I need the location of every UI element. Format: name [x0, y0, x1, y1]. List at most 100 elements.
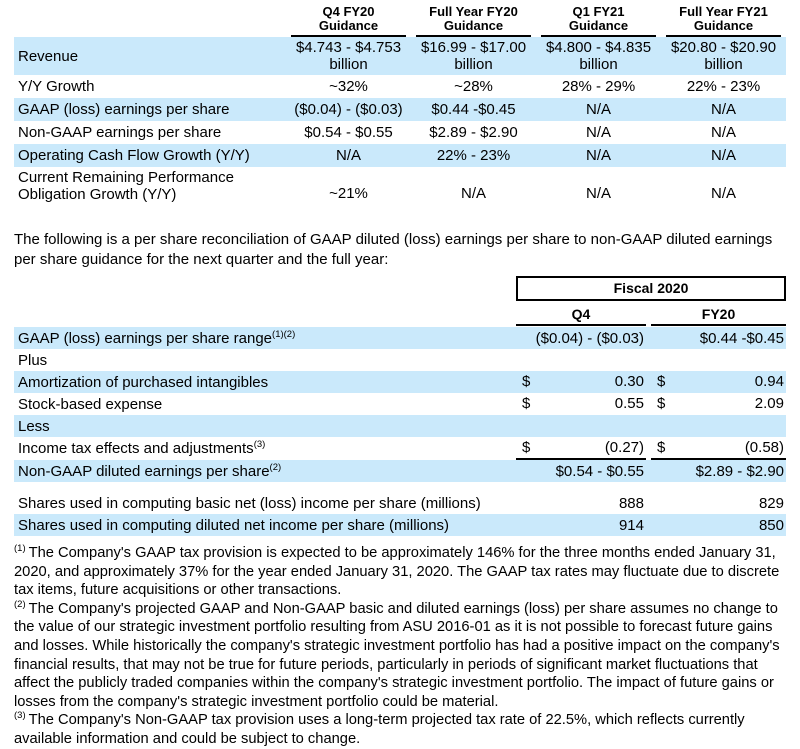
recon-column-header-row: Q4 FY20: [14, 305, 786, 327]
amount: 0.55: [614, 395, 644, 412]
cell-value-q4: $0.30: [516, 371, 646, 393]
row-label: Shares used in computing diluted net inc…: [18, 516, 450, 534]
cell-value-q4: $ (0.27): [516, 437, 646, 460]
reconciliation-table: Fiscal 2020 Q4 FY20 GAAP (loss) earnings…: [14, 276, 786, 536]
guidance-row-operating-cash-flow: Operating Cash Flow Growth (Y/Y) N/A 22%…: [14, 144, 786, 167]
currency-symbol: $: [657, 439, 666, 456]
cell-value: N/A: [710, 147, 736, 164]
recon-row-gaap-range: GAAP (loss) earnings per share range(1)(…: [14, 327, 786, 349]
cell-value-fy20: $0.94: [651, 371, 786, 393]
row-label: Operating Cash Flow Growth (Y/Y): [18, 147, 250, 164]
recon-row-shares-basic: Shares used in computing basic net (loss…: [14, 492, 786, 514]
cell-value-fy20: 850: [758, 516, 784, 534]
cell-value: N/A: [585, 147, 611, 164]
cell-value: N/A: [710, 101, 736, 118]
cell-value: $2.89 - $2.90: [429, 124, 518, 141]
amount: 2.09: [754, 395, 784, 412]
row-label: Income tax effects and adjustments(3): [14, 438, 516, 459]
guidance-column-header-fy20: Full Year FY20 Guidance: [411, 5, 536, 37]
row-label: Revenue: [18, 47, 79, 65]
guidance-table: Q4 FY20 Guidance Full Year FY20 Guidance…: [14, 5, 786, 205]
recon-row-non-gaap-diluted: Non-GAAP diluted earnings per share(2) $…: [14, 460, 786, 482]
section-label: Less: [18, 417, 50, 435]
guidance-column-header-q1-fy21: Q1 FY21 Guidance: [536, 5, 661, 37]
cell-value-fy20: $ (0.58): [651, 437, 786, 460]
amount: (0.58): [744, 439, 784, 456]
cell-value: ~21%: [329, 185, 368, 202]
recon-column-header-fy20: FY20: [651, 306, 786, 326]
column-header-label: Full Year FY20 Guidance: [416, 5, 531, 37]
footnote-1: (1) The Company's GAAP tax provision is e…: [14, 544, 788, 600]
reconciliation-intro-text: The following is a per share reconciliat…: [14, 231, 773, 268]
cell-value-q4: $0.55: [516, 393, 646, 415]
cell-value-q4: ($0.04) - ($0.03): [535, 329, 644, 347]
column-header-label: Q4 FY20 Guidance: [291, 5, 406, 37]
cell-value-q4: 914: [618, 516, 644, 534]
footnote-marker: (3): [14, 710, 26, 722]
row-label: Stock-based expense: [18, 395, 163, 413]
cell-value-q4: $0.54 - $0.55: [555, 462, 644, 480]
row-label: Non-GAAP earnings per share: [18, 124, 222, 141]
guidance-column-header-q4-fy20: Q4 FY20 Guidance: [286, 5, 411, 37]
currency-symbol: $: [522, 439, 531, 456]
currency-symbol: $: [657, 395, 666, 412]
footnote-text: The Company's projected GAAP and Non-GAA…: [14, 600, 780, 710]
row-label-text: Income tax effects and adjustments: [18, 440, 254, 457]
recon-row-stock-expense: Stock-based expense $0.55 $2.09: [14, 393, 786, 415]
guidance-row-revenue: Revenue $4.743 - $4.753 billion $16.99 -…: [14, 37, 786, 75]
cell-value: $0.44 -$0.45: [431, 101, 516, 118]
amount: (0.27): [604, 439, 644, 456]
currency-symbol: $: [522, 373, 531, 390]
currency-symbol: $: [522, 395, 531, 412]
cell-value-fy20: 829: [758, 494, 784, 512]
cell-value: 22% - 23%: [686, 78, 761, 95]
cell-value: $16.99 - $17.00 billion: [420, 39, 527, 73]
footnotes-section: (1) The Company's GAAP tax provision is e…: [14, 544, 788, 749]
row-label: Non-GAAP diluted earnings per share(2): [14, 461, 516, 482]
recon-row-plus: Plus: [14, 349, 786, 371]
cell-value: ~32%: [329, 78, 368, 95]
footnote-reference: (1)(2): [272, 328, 296, 340]
amount: 0.94: [754, 373, 784, 390]
guidance-row-yy-growth: Y/Y Growth ~32% ~28% 28% - 29% 22% - 23%: [14, 75, 786, 98]
recon-row-less: Less: [14, 415, 786, 437]
guidance-header-spacer: [14, 33, 286, 37]
cell-value: N/A: [585, 101, 611, 118]
cell-value: N/A: [585, 124, 611, 141]
cell-value-fy20: $2.89 - $2.90: [695, 462, 784, 480]
recon-row-shares-diluted: Shares used in computing diluted net inc…: [14, 514, 786, 536]
cell-value: N/A: [710, 185, 736, 202]
row-label-text: GAAP (loss) earnings per share range: [18, 329, 273, 347]
cell-value: 22% - 23%: [436, 147, 511, 164]
row-label: Current Remaining Performance Obligation…: [18, 169, 234, 203]
fiscal-2020-group-header: Fiscal 2020: [516, 276, 786, 301]
recon-row-income-tax: Income tax effects and adjustments(3) $ (…: [14, 437, 786, 460]
amount: 0.30: [614, 373, 644, 390]
guidance-column-header-fy21: Full Year FY21 Guidance: [661, 5, 786, 37]
cell-value: $4.800 - $4.835 billion: [545, 39, 652, 73]
guidance-row-gaap-eps: GAAP (loss) earnings per share ($0.04) -…: [14, 98, 786, 121]
currency-symbol: $: [657, 373, 666, 390]
footnote-text: The Company's GAAP tax provision is expe…: [14, 545, 780, 599]
cell-value-q4: 888: [618, 494, 644, 512]
cell-value-fy20: $0.44 -$0.45: [699, 329, 784, 347]
row-label: GAAP (loss) earnings per share range(1)(…: [14, 328, 516, 349]
guidance-header-row: Q4 FY20 Guidance Full Year FY20 Guidance…: [14, 5, 786, 37]
recon-column-header-q4: Q4: [516, 306, 646, 326]
section-label: Plus: [18, 351, 48, 369]
cell-value: N/A: [585, 185, 611, 202]
footnote-2: (2) The Company's projected GAAP and Non-…: [14, 600, 788, 712]
cell-value: ~28%: [454, 78, 493, 95]
cell-value: 28% - 29%: [561, 78, 636, 95]
table-spacer: [14, 482, 786, 492]
cell-value: ($0.04) - ($0.03): [294, 101, 403, 118]
cell-value: N/A: [710, 124, 736, 141]
cell-value-fy20: $2.09: [651, 393, 786, 415]
cell-value: $20.80 - $20.90 billion: [670, 39, 777, 73]
cell-value: $0.54 - $0.55: [304, 124, 393, 141]
recon-row-amortization: Amortization of purchased intangibles $0…: [14, 371, 786, 393]
guidance-row-non-gaap-eps: Non-GAAP earnings per share $0.54 - $0.5…: [14, 121, 786, 144]
footnote-reference: (2): [269, 461, 282, 473]
cell-value: $4.743 - $4.753 billion: [295, 39, 402, 73]
